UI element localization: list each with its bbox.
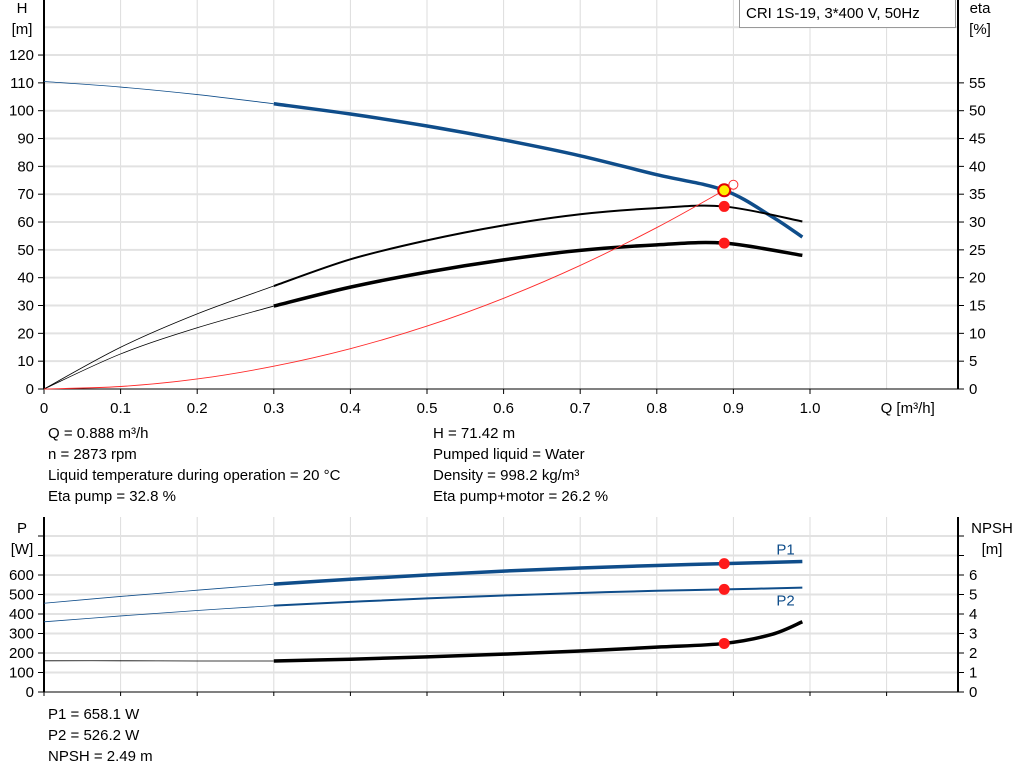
- right-axis-label: eta: [970, 0, 992, 17]
- info-npsh: NPSH = 2.49 m: [48, 748, 153, 765]
- left-tick-label: 10: [17, 353, 34, 370]
- right-tick-label: 3: [969, 626, 977, 643]
- left-tick-label: 50: [17, 242, 34, 259]
- x-axis-label: Q [m³/h]: [881, 400, 935, 417]
- x-tick-label: 0.1: [110, 400, 131, 417]
- duty-point-marker: [718, 237, 730, 249]
- x-tick-label: 0.5: [417, 400, 438, 417]
- left-tick-label: 120: [9, 47, 34, 64]
- curve-eta_pump: [273, 204, 803, 287]
- right-tick-label: 45: [969, 131, 986, 148]
- x-tick-label: 0: [40, 400, 48, 417]
- right-tick-label: 40: [969, 158, 986, 175]
- x-tick-label: 1.0: [800, 400, 821, 417]
- right-tick-label: 0: [969, 684, 977, 701]
- left-tick-label: 300: [9, 626, 34, 643]
- duty-point-marker: [718, 200, 730, 212]
- left-tick-label: 400: [9, 606, 34, 623]
- duty-point-head-marker: [717, 183, 732, 198]
- info-top-right: H = 71.42 m Pumped liquid = Water Densit…: [433, 423, 608, 507]
- x-tick-label: 0.4: [340, 400, 361, 417]
- info-eta-pump-motor: Eta pump+motor = 26.2 %: [433, 488, 609, 505]
- left-tick-label: 0: [26, 381, 34, 398]
- x-tick-label: 0.2: [187, 400, 208, 417]
- curve-eta_pump-extended: [43, 285, 274, 390]
- right-tick-label: 55: [969, 75, 986, 92]
- info-liquid-temp: Liquid temperature during operation = 20…: [48, 467, 341, 484]
- right-tick-label: 25: [969, 242, 986, 259]
- right-axis-unit: [m]: [982, 541, 1003, 558]
- right-tick-label: 0: [969, 381, 977, 398]
- left-tick-label: 100: [9, 665, 34, 682]
- curve-P1: [273, 559, 803, 586]
- info-flow: Q = 0.888 m³/h: [48, 425, 149, 442]
- left-tick-label: 80: [17, 158, 34, 175]
- series-label-P1: P1: [776, 542, 794, 559]
- right-tick-label: 4: [969, 606, 977, 623]
- x-tick-label: 0.8: [646, 400, 667, 417]
- info-speed: n = 2873 rpm: [48, 446, 137, 463]
- curve-system_curve: [43, 184, 734, 390]
- right-axis-label: NPSH: [971, 520, 1013, 537]
- right-tick-label: 5: [969, 587, 977, 604]
- curve-P2-extended: [43, 605, 274, 623]
- left-tick-label: 20: [17, 325, 34, 342]
- left-axis-label: H: [17, 0, 28, 17]
- left-tick-label: 500: [9, 587, 34, 604]
- right-tick-label: 50: [969, 103, 986, 120]
- info-head: H = 71.42 m: [433, 425, 516, 442]
- right-tick-label: 2: [969, 645, 977, 662]
- duty-point-marker: [718, 583, 730, 595]
- curve-P1-extended: [43, 583, 274, 604]
- left-tick-label: 600: [9, 567, 34, 584]
- left-tick-label: 200: [9, 645, 34, 662]
- info-eta-pump: Eta pump = 32.8 %: [48, 488, 176, 505]
- info-bottom: P1 = 658.1 W P2 = 526.2 W NPSH = 2.49 m: [48, 704, 153, 767]
- left-tick-label: 40: [17, 270, 34, 287]
- left-axis-unit: [W]: [11, 541, 34, 558]
- info-p1: P1 = 658.1 W: [48, 706, 140, 723]
- left-tick-label: 90: [17, 131, 34, 148]
- x-tick-label: 0.6: [493, 400, 514, 417]
- info-p2: P2 = 526.2 W: [48, 727, 140, 744]
- info-pumped-liquid: Pumped liquid = Water: [433, 446, 585, 463]
- system-curve-end-marker: [728, 179, 739, 190]
- x-tick-label: 0.9: [723, 400, 744, 417]
- right-axis-unit: [%]: [969, 21, 991, 38]
- x-tick-label: 0.3: [263, 400, 284, 417]
- duty-point-marker: [718, 637, 730, 649]
- curve-H-extended: [43, 81, 274, 105]
- series-label-P2: P2: [776, 593, 794, 610]
- curve-P2: [273, 586, 803, 607]
- left-tick-label: 60: [17, 214, 34, 231]
- curve-H: [273, 102, 804, 239]
- right-tick-label: 35: [969, 186, 986, 203]
- left-tick-label: 70: [17, 186, 34, 203]
- curve-eta_pump_motor: [273, 240, 803, 308]
- curve-NPSH: [273, 620, 804, 663]
- left-axis-label: P: [17, 520, 27, 537]
- left-tick-label: 110: [10, 75, 34, 92]
- chart-title-box: CRI 1S-19, 3*400 V, 50Hz: [739, 0, 956, 28]
- right-tick-label: 20: [969, 270, 986, 287]
- left-tick-label: 30: [17, 298, 34, 315]
- right-tick-label: 15: [969, 298, 986, 315]
- curve-eta_pump_motor-extended: [43, 305, 274, 390]
- right-tick-label: 1: [969, 665, 977, 682]
- right-tick-label: 6: [969, 567, 977, 584]
- left-axis-unit: [m]: [12, 21, 33, 38]
- info-density: Density = 998.2 kg/m³: [433, 467, 580, 484]
- left-tick-label: 100: [9, 103, 34, 120]
- info-top-left: Q = 0.888 m³/h n = 2873 rpm Liquid tempe…: [48, 423, 340, 507]
- right-tick-label: 10: [969, 325, 986, 342]
- right-tick-label: 5: [969, 353, 977, 370]
- left-tick-label: 0: [26, 684, 34, 701]
- right-tick-label: 30: [969, 214, 986, 231]
- x-tick-label: 0.7: [570, 400, 591, 417]
- duty-point-marker: [718, 558, 730, 570]
